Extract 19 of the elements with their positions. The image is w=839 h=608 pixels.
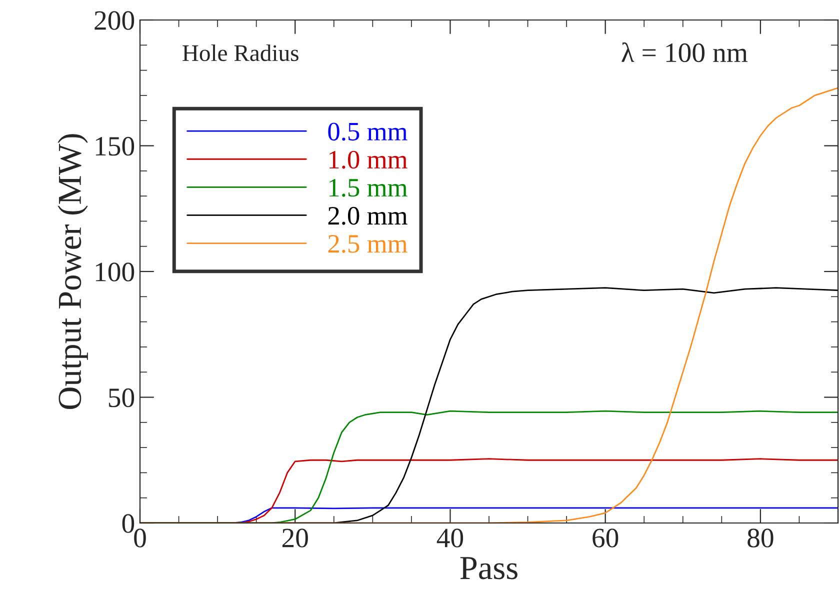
legend-label: 0.5 mm [328,122,408,141]
y-tick-label: 100 [96,262,134,282]
annotation: λ = 100 nm [622,42,748,62]
y-axis-title: Output Power (MW) [58,134,88,409]
y-tick-label: 0 [122,514,134,533]
legend-label: 2.0 mm [328,206,408,225]
x-axis-title: Pass [460,557,518,580]
y-tick-label: 150 [96,136,134,156]
y-tick-label: 200 [94,11,134,30]
x-tick-label: 0 [134,528,146,548]
y-tick-label: 50 [108,388,134,408]
x-tick-label: 80 [748,528,774,548]
x-tick-label: 40 [436,528,464,548]
legend-label: 1.0 mm [330,150,408,169]
x-tick-label: 20 [282,528,308,548]
legend-label: 1.5 mm [330,178,408,197]
legend-label: 2.5 mm [328,235,408,253]
legend-title: Hole Radius [182,44,298,62]
x-tick-label: 60 [592,528,618,548]
